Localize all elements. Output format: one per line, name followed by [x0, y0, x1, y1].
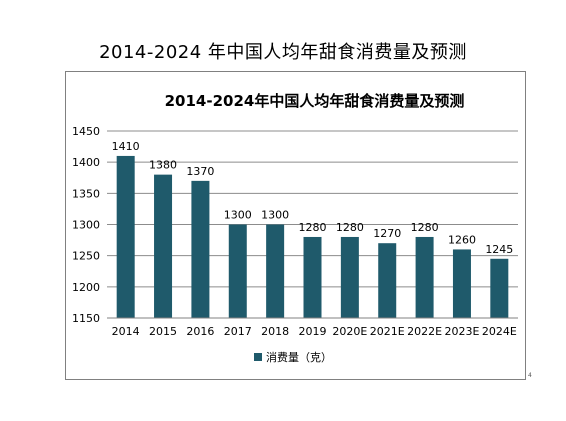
- x-tick-label: 2018: [261, 325, 289, 338]
- corner-mark: 4: [528, 372, 532, 379]
- x-tick-label: 2015: [149, 325, 177, 338]
- legend-label: 消费量（克）: [266, 350, 332, 364]
- bar-2022E: [415, 236, 434, 318]
- bar-2023E: [452, 249, 471, 318]
- bar-chart: 2014-2024年中国人均年甜食消费量及预测 1150 1200 1250 1300 1…: [72, 92, 518, 364]
- bar-2020E: [340, 236, 359, 318]
- page-title: 2014-2024 年中国人均年甜食消费量及预测: [99, 42, 467, 63]
- bar-2018: [266, 224, 285, 318]
- y-tick-label: 1400: [72, 156, 100, 169]
- bar-2015: [154, 174, 173, 318]
- data-label: 1300: [261, 209, 289, 222]
- y-tick-label: 1300: [72, 219, 100, 232]
- data-label: 1245: [485, 243, 513, 256]
- x-tick-label: 2020E: [332, 325, 367, 338]
- chart-frame: 2014-2024年中国人均年甜食消费量及预测 1150 1200 1250 1300 1…: [65, 71, 526, 380]
- x-tick-label: 2017: [224, 325, 252, 338]
- data-label: 1370: [186, 165, 214, 178]
- data-label: 1300: [224, 209, 252, 222]
- y-tick-label: 1450: [72, 125, 100, 138]
- bar-2016: [191, 180, 210, 318]
- data-label: 1380: [149, 159, 177, 172]
- chart-title: 2014-2024年中国人均年甜食消费量及预测: [165, 92, 465, 110]
- legend-swatch: [254, 353, 262, 361]
- x-tick-label: 2023E: [444, 325, 479, 338]
- data-label: 1280: [411, 221, 439, 234]
- x-tick-label: 2022E: [407, 325, 442, 338]
- x-tick-label: 2024E: [482, 325, 517, 338]
- y-tick-label: 1150: [72, 312, 100, 325]
- data-label: 1280: [336, 221, 364, 234]
- bar-2019: [303, 236, 322, 318]
- data-label: 1410: [112, 140, 140, 153]
- data-label: 1270: [373, 227, 401, 240]
- bar-2021E: [378, 243, 397, 318]
- bar-2017: [228, 224, 247, 318]
- data-label: 1260: [448, 233, 476, 246]
- x-tick-label: 2016: [186, 325, 214, 338]
- y-tick-label: 1350: [72, 187, 100, 200]
- bar-2024E: [490, 258, 509, 318]
- y-tick-label: 1250: [72, 250, 100, 263]
- y-tick-label: 1200: [72, 281, 100, 294]
- x-tick-label: 2014: [112, 325, 140, 338]
- x-tick-label: 2019: [299, 325, 327, 338]
- x-tick-label: 2021E: [370, 325, 405, 338]
- data-label: 1280: [299, 221, 327, 234]
- bar-2014: [116, 155, 135, 318]
